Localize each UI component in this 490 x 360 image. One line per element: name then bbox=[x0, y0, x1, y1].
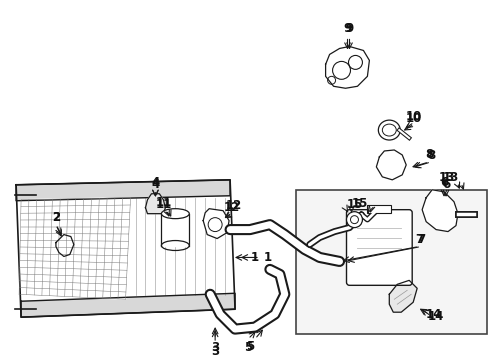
Text: 8: 8 bbox=[425, 148, 433, 161]
Text: 9: 9 bbox=[343, 22, 352, 35]
Text: 13: 13 bbox=[443, 171, 459, 184]
Text: 5: 5 bbox=[246, 339, 254, 352]
Polygon shape bbox=[376, 150, 406, 180]
Polygon shape bbox=[203, 209, 229, 239]
Polygon shape bbox=[422, 190, 458, 231]
Text: 4: 4 bbox=[151, 176, 160, 189]
Polygon shape bbox=[389, 280, 417, 312]
FancyBboxPatch shape bbox=[346, 210, 412, 285]
Polygon shape bbox=[161, 214, 189, 246]
Text: 2: 2 bbox=[52, 211, 60, 224]
Polygon shape bbox=[16, 180, 235, 317]
Text: 3: 3 bbox=[211, 341, 219, 354]
Text: 11: 11 bbox=[155, 196, 172, 209]
Text: 6: 6 bbox=[442, 178, 450, 191]
Polygon shape bbox=[146, 194, 166, 214]
Polygon shape bbox=[326, 46, 369, 88]
Text: 1: 1 bbox=[251, 251, 259, 264]
Text: 3: 3 bbox=[211, 345, 219, 357]
Text: 6: 6 bbox=[440, 176, 448, 189]
Ellipse shape bbox=[161, 209, 189, 219]
Text: 11: 11 bbox=[155, 198, 172, 211]
Text: 14: 14 bbox=[426, 308, 442, 321]
Ellipse shape bbox=[378, 120, 400, 140]
Text: 7: 7 bbox=[417, 233, 425, 246]
Text: 2: 2 bbox=[52, 211, 60, 224]
Bar bbox=[296, 190, 487, 334]
Polygon shape bbox=[21, 293, 235, 317]
Text: 10: 10 bbox=[406, 112, 422, 125]
Text: 10: 10 bbox=[406, 110, 422, 123]
Text: 8: 8 bbox=[427, 149, 435, 162]
Polygon shape bbox=[19, 198, 130, 299]
Text: 1: 1 bbox=[264, 251, 272, 264]
Text: 5: 5 bbox=[244, 341, 252, 354]
Text: 15: 15 bbox=[346, 198, 363, 211]
Text: 13: 13 bbox=[439, 171, 455, 184]
Text: 15: 15 bbox=[351, 197, 368, 210]
Circle shape bbox=[346, 212, 363, 228]
Text: 7: 7 bbox=[415, 233, 423, 246]
Text: 12: 12 bbox=[224, 201, 240, 214]
Text: 4: 4 bbox=[151, 178, 160, 191]
Text: 12: 12 bbox=[226, 199, 242, 212]
Text: 9: 9 bbox=[345, 22, 354, 35]
Text: 14: 14 bbox=[428, 310, 444, 323]
Polygon shape bbox=[16, 180, 230, 201]
Bar bbox=[368, 205, 392, 213]
